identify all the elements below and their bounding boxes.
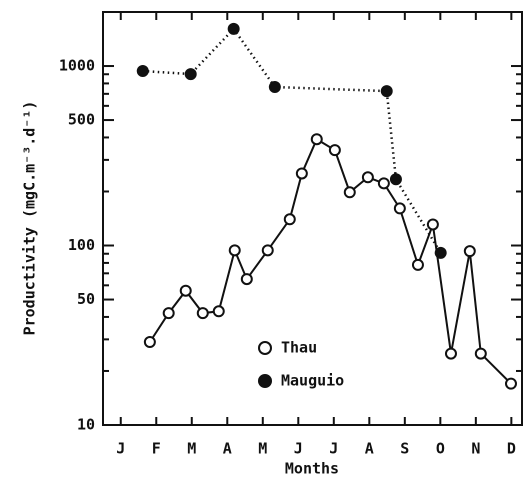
x-tick-label: D (507, 440, 516, 458)
y-tick-label: 10 (77, 416, 95, 434)
point (389, 173, 402, 186)
x-tick-label: M (187, 440, 196, 458)
point (343, 186, 356, 199)
legend-marker (258, 374, 272, 388)
point (328, 144, 341, 157)
x-tick-label: A (223, 440, 232, 458)
point (377, 177, 390, 190)
point (162, 307, 175, 320)
point (310, 133, 323, 146)
point (474, 347, 487, 360)
y-tick-label: 50 (77, 290, 95, 308)
point (184, 68, 197, 81)
legend-marker (258, 341, 272, 355)
point (504, 377, 517, 390)
point (136, 65, 149, 78)
y-tick-label: 100 (68, 236, 95, 254)
x-axis-label: Months (285, 460, 339, 478)
x-tick-label: O (436, 440, 445, 458)
x-tick-label: J (329, 440, 338, 458)
x-tick-label: J (116, 440, 125, 458)
point (261, 244, 274, 257)
point (227, 22, 240, 35)
point (196, 307, 209, 320)
point (212, 305, 225, 318)
point (143, 336, 156, 349)
x-tick-label: F (152, 440, 161, 458)
x-tick-label: M (258, 440, 267, 458)
point (393, 202, 406, 215)
legend-label: Thau (281, 339, 317, 357)
point (179, 284, 192, 297)
point (426, 218, 439, 231)
legend-label: Mauguio (281, 372, 344, 390)
x-tick-label: A (365, 440, 374, 458)
point (240, 273, 253, 286)
x-tick-label: J (294, 440, 303, 458)
y-tick-label: 500 (68, 111, 95, 129)
point (361, 171, 374, 184)
point (380, 85, 393, 98)
point (434, 246, 447, 259)
y-axis-label: Productivity (mgC.m⁻³.d⁻¹) (21, 101, 39, 336)
series-line (149, 137, 512, 385)
plot-frame (102, 11, 523, 426)
point (463, 245, 476, 258)
point (268, 81, 281, 94)
point (411, 258, 424, 271)
point (295, 167, 308, 180)
point (283, 213, 296, 226)
point (228, 244, 241, 257)
point (444, 347, 457, 360)
x-tick-label: S (400, 440, 409, 458)
y-tick-label: 1000 (59, 57, 95, 75)
x-tick-label: N (471, 440, 480, 458)
